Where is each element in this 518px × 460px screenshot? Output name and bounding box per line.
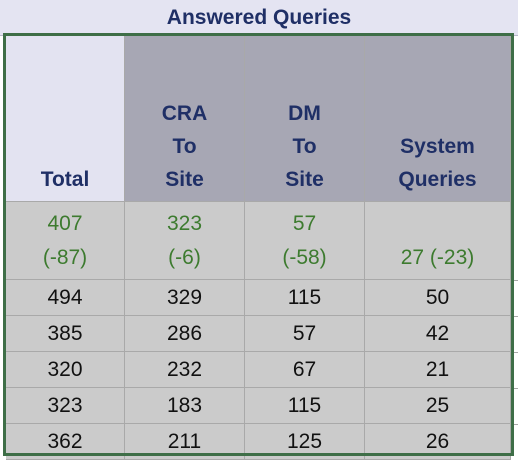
row-3-total: 320 [6,352,125,388]
header-total-label: Total [40,168,90,191]
row-2-cra: 286 [125,316,245,352]
summary-total-value: 407 (-87) [42,211,88,269]
summary-total: 407 (-87) [6,202,125,280]
grid-line [514,280,518,281]
header-system-queries: System Queries [365,36,511,202]
header-system-queries-label: System Queries [398,135,477,191]
grid-line [514,388,518,389]
summary-system-value: 27 (-23) [400,246,475,269]
grid-line [514,424,518,425]
row-4-system: 25 [365,388,511,424]
header-cra-to-site-label: CRA To Site [161,102,208,191]
summary-dm: 57 (-58) [245,202,365,280]
header-dm-to-site-label: DM To Site [285,102,324,191]
row-1-dm: 115 [245,280,365,316]
header-dm-to-site: DM To Site [245,36,365,202]
row-5-dm: 125 [245,424,365,460]
summary-dm-value: 57 (-58) [282,211,327,269]
summary-cra: 323 (-6) [125,202,245,280]
row-5-system: 26 [365,424,511,460]
grid-line [514,316,518,317]
row-4-cra: 183 [125,388,245,424]
row-3-cra: 232 [125,352,245,388]
row-1-cra: 329 [125,280,245,316]
header-total: Total [6,36,125,202]
row-1-system: 50 [365,280,511,316]
row-5-total: 362 [6,424,125,460]
table-title: Answered Queries [166,6,352,29]
row-2-system: 42 [365,316,511,352]
row-5-cra: 211 [125,424,245,460]
row-1-total: 494 [6,280,125,316]
row-2-total: 385 [6,316,125,352]
summary-cra-value: 323 (-6) [166,211,203,269]
row-2-dm: 57 [245,316,365,352]
row-3-dm: 67 [245,352,365,388]
row-4-dm: 115 [245,388,365,424]
row-3-system: 21 [365,352,511,388]
row-4-total: 323 [6,388,125,424]
title-bar: Answered Queries [0,0,518,36]
grid-line [514,352,518,353]
header-cra-to-site: CRA To Site [125,36,245,202]
summary-system: 27 (-23) [365,202,511,280]
